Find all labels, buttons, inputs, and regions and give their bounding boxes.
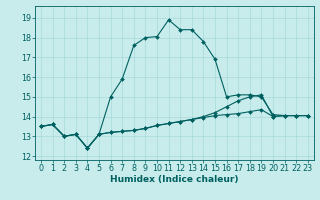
X-axis label: Humidex (Indice chaleur): Humidex (Indice chaleur) bbox=[110, 175, 239, 184]
